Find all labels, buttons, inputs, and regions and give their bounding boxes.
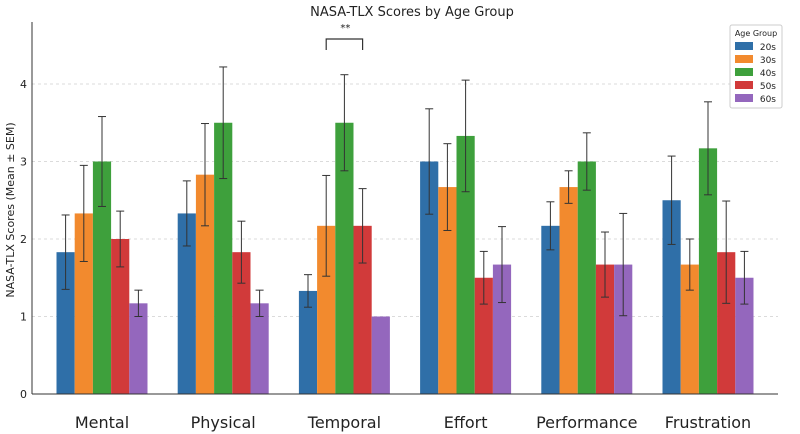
bar-60s-physical [250,303,269,394]
x-tick-label: Performance [536,413,637,432]
bar-20s-mental [56,252,75,394]
legend-label-30s: 30s [760,56,776,66]
y-axis-label: NASA-TLX Scores (Mean ± SEM) [4,122,17,297]
bar-60s-frustration [735,277,754,394]
significance-annotation: ** [325,23,364,50]
plot-frame [31,22,778,395]
x-tick-label: Temporal [307,413,381,432]
x-tick-label: Frustration [665,413,751,432]
bar-60s-temporal [371,316,390,394]
legend-label-20s: 20s [760,43,776,53]
legend-swatch-50s [735,81,753,89]
chart-title: NASA-TLX Scores by Age Group [310,5,514,20]
x-tick-label: Mental [75,413,129,432]
bar-40s-temporal [335,122,354,394]
legend-label-40s: 40s [760,69,776,79]
bar-50s-frustration [717,252,736,394]
bar-30s-performance [559,187,578,394]
bar-30s-physical [195,174,215,394]
bar-40s-mental [92,161,112,394]
y-tick-label: 0 [20,388,27,401]
bar-50s-performance [595,264,615,394]
legend-swatch-60s [735,94,753,102]
bar-20s-physical [177,213,196,394]
bar-60s-effort [492,264,512,394]
y-tick-label: 4 [20,78,27,91]
bar-20s-effort [420,161,439,394]
y-tick-label: 1 [20,311,27,324]
bar-20s-temporal [298,290,318,394]
bar-30s-effort [438,187,457,394]
bar-50s-physical [232,252,251,394]
bar-30s-temporal [317,225,336,394]
legend-swatch-20s [735,42,753,50]
y-tick-label: 2 [20,233,27,246]
bar-50s-temporal [353,225,372,394]
y-tick-label: 3 [20,156,27,169]
bar-20s-frustration [662,200,681,394]
significance-bracket [325,38,364,50]
bar-30s-mental [74,213,93,394]
legend-label-50s: 50s [760,82,776,92]
legend-swatch-30s [735,55,753,63]
bars [56,122,754,395]
x-tick-label: Physical [191,413,256,432]
bar-60s-performance [614,264,633,394]
x-tick-label: Effort [444,413,488,432]
error-bars [61,66,749,317]
significance-stars: ** [340,23,350,34]
bar-50s-effort [474,277,493,394]
bar-50s-mental [111,239,130,394]
bar-40s-effort [456,135,475,395]
y-tick-labels: 0 1 2 3 4 [20,78,27,401]
x-tick-labels: Mental Physical Temporal Effort Performance F… [75,413,751,432]
legend-swatch-40s [735,68,753,76]
bar-20s-performance [541,225,560,394]
legend-label-60s: 60s [760,95,776,105]
legend: Age Group 20s 30s 40s 50s 60s [729,24,783,109]
bar-40s-frustration [698,148,718,394]
bar-40s-physical [214,122,233,394]
legend-title: Age Group [735,29,777,38]
bar-30s-frustration [680,264,699,394]
bar-40s-performance [577,161,596,394]
bar-60s-mental [129,303,148,394]
